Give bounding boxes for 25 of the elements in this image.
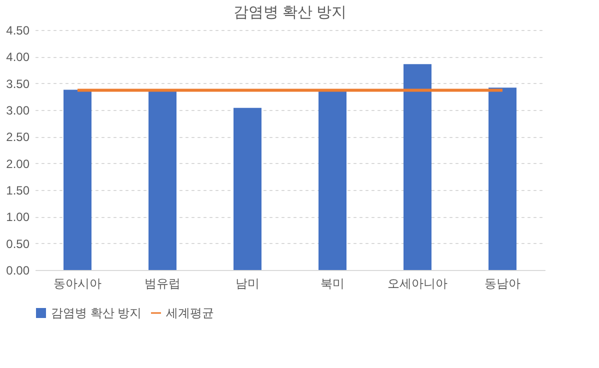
x-tick-label: 북미	[320, 276, 344, 290]
y-tick-label: 0.50	[6, 236, 30, 251]
x-tick-label: 오세아니아	[388, 276, 448, 290]
y-tick-label: 1.50	[6, 184, 30, 198]
y-tick-label: 0.00	[6, 264, 30, 278]
bar	[234, 108, 262, 270]
x-tick-label: 남미	[236, 276, 260, 290]
y-tick-label: 1.00	[6, 210, 30, 224]
bar	[64, 90, 92, 270]
y-tick-label: 3.50	[6, 76, 30, 91]
x-tick-label: 범유럽	[144, 276, 180, 290]
y-tick-label: 2.00	[6, 156, 30, 171]
bar	[488, 88, 516, 270]
legend-label: 세계평균	[166, 306, 214, 320]
y-tick-label: 3.00	[6, 104, 30, 118]
legend-label: 감염병 확산 방지	[51, 306, 142, 320]
bar	[318, 90, 346, 270]
x-tick-label: 동아시아	[54, 276, 102, 290]
x-tick-label: 동남아	[484, 276, 520, 290]
y-tick-label: 4.50	[6, 24, 30, 38]
y-tick-label: 2.50	[6, 130, 30, 144]
y-tick-label: 4.00	[6, 50, 30, 64]
chart-title: 감염병 확산 방지	[233, 4, 347, 21]
bar	[148, 90, 176, 270]
bar	[404, 64, 432, 270]
